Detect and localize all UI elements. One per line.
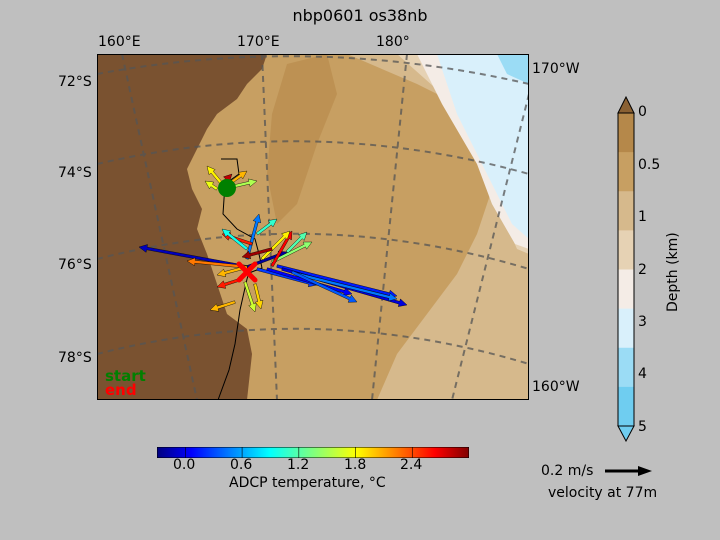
- velocity-vector: [221, 228, 249, 251]
- lat-label-74s: 74°S: [58, 165, 92, 181]
- plot-title: nbp0601 os38nb: [292, 6, 428, 25]
- temp-tick: 1.2: [287, 457, 310, 473]
- deep-ocean-area: [437, 54, 529, 239]
- temp-tick: 0.0: [173, 457, 196, 473]
- depth-colorbar-band: [618, 386, 634, 427]
- lon-label-160e: 160°E: [98, 34, 141, 50]
- velocity-vector: [204, 180, 219, 191]
- lon-label-170w: 170°W: [532, 61, 580, 77]
- end-marker: [236, 261, 258, 283]
- depth-colorbar-band: [618, 113, 634, 153]
- map-panel: start end: [97, 54, 529, 400]
- velocity-vector: [291, 270, 358, 303]
- graticule: [97, 54, 529, 400]
- depth-tick: 2: [638, 262, 647, 278]
- velocity-vector: [209, 300, 236, 312]
- velocity-vector: [243, 281, 257, 313]
- depth-colorbar-band: [618, 347, 634, 388]
- velocity-vector: [255, 218, 278, 236]
- velocity-vector: [186, 257, 248, 269]
- start-marker: [218, 179, 236, 197]
- velocity-scale-caption: velocity at 77m: [548, 485, 658, 501]
- velocity-vector: [260, 230, 291, 261]
- velocity-scale-value: 0.2 m/s: [541, 463, 594, 479]
- depth-colorbar-band: [618, 191, 634, 231]
- velocity-vector: [253, 283, 264, 310]
- lat-label-72s: 72°S: [58, 74, 92, 90]
- velocity-vector: [241, 247, 273, 260]
- bank-area: [267, 54, 337, 224]
- depth-tick: 0: [638, 104, 647, 120]
- velocity-vectors: [138, 165, 408, 313]
- depth-colorbar-band: [618, 152, 634, 192]
- depth-colorbar-label: Depth (km): [665, 232, 681, 312]
- temperature-colorbar: [156, 443, 470, 459]
- map-canvas: start end: [97, 54, 529, 400]
- temp-colorbar-label: ADCP temperature, °C: [229, 475, 386, 491]
- map-border: [97, 54, 529, 400]
- depth-colorbar-bottom-arrow: [617, 425, 635, 443]
- lat-label-78s: 78°S: [58, 350, 92, 366]
- depth-tick: 5: [638, 419, 647, 435]
- temp-tick: 0.6: [230, 457, 253, 473]
- lon-label-170e: 170°E: [237, 34, 280, 50]
- depth-tick: 1: [638, 209, 647, 225]
- depth-colorbar-band: [618, 308, 634, 349]
- depth-colorbar-top-arrow: [617, 95, 635, 114]
- slope-area: [347, 54, 529, 400]
- velocity-scale-arrow-icon: [605, 466, 652, 476]
- temp-tick: 2.4: [400, 457, 423, 473]
- temp-tick: 1.8: [344, 457, 367, 473]
- lon-label-180: 180°: [376, 34, 410, 50]
- legend-start-label: start: [105, 367, 146, 385]
- deepest-area: [497, 54, 529, 84]
- depth-tick: 3: [638, 314, 647, 330]
- depth-colorbar: [615, 95, 637, 443]
- velocity-vector: [296, 272, 398, 302]
- depth-colorbar-band: [618, 269, 634, 310]
- depth-colorbar-band: [618, 230, 634, 270]
- depth-tick: 4: [638, 366, 647, 382]
- velocity-vector: [206, 165, 224, 186]
- depth-tick: 0.5: [638, 157, 661, 173]
- lat-label-76s: 76°S: [58, 257, 92, 273]
- legend-end-label: end: [105, 381, 137, 399]
- lon-label-160w: 160°W: [532, 379, 580, 395]
- velocity-vector: [285, 231, 308, 254]
- land-area: [97, 54, 267, 400]
